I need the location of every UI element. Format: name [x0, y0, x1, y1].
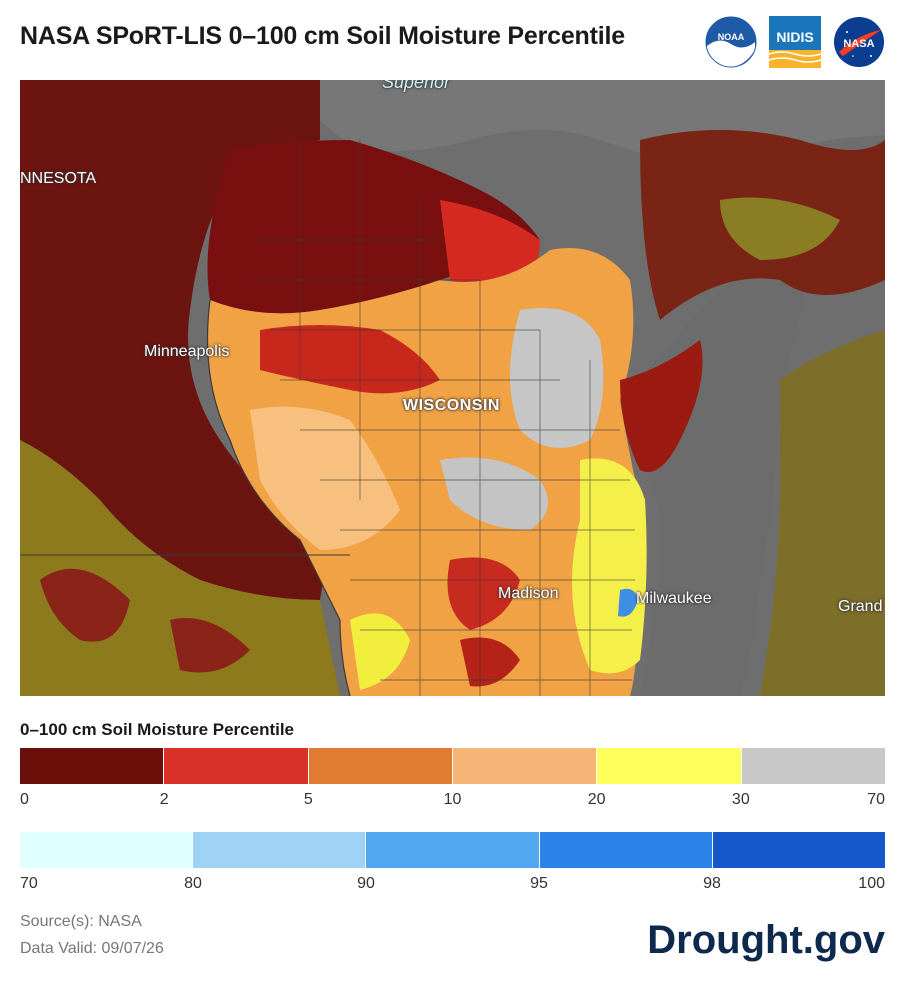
noaa-logo[interactable]: NOAA	[705, 16, 757, 68]
west-central-light-orange	[250, 406, 400, 550]
legend-tick-label: 0	[20, 791, 29, 808]
legend-title: 0–100 cm Soil Moisture Percentile	[20, 720, 295, 739]
nasa-logo-text: NASA	[843, 38, 874, 50]
map-label-wisconsin: WISCONSIN	[403, 397, 500, 414]
east-yellow-region	[572, 458, 647, 674]
map-canvas	[20, 80, 885, 696]
legend-tick-label: 90	[357, 875, 375, 892]
nidis-logo-text: NIDIS	[776, 29, 813, 45]
state-border	[206, 299, 351, 696]
map-label-madison: Madison	[498, 585, 559, 602]
legend-bar-wet	[20, 832, 886, 868]
legend-tick-label: 70	[867, 791, 885, 808]
legend-swatch	[164, 748, 309, 784]
legend-ticks-wet: 70 80 90 95 98 100	[20, 875, 885, 895]
soil-moisture-map[interactable]: Superior NNESOTA Minneapolis WISCONSIN M…	[20, 80, 885, 696]
legend-swatch	[539, 832, 713, 868]
legend-swatch	[308, 748, 453, 784]
central-gray-region	[510, 308, 604, 448]
legend-tick-label: 80	[184, 875, 202, 892]
page-title: NASA SPoRT-LIS 0–100 cm Soil Moisture Pe…	[20, 22, 625, 50]
madison-red-cluster	[447, 557, 520, 630]
nidis-logo[interactable]: NIDIS	[769, 16, 821, 68]
legend-swatch	[452, 748, 598, 784]
source-info: Source(s): NASA Data Valid: 09/07/26	[20, 908, 164, 962]
legend-tick-label: 10	[443, 791, 462, 808]
legend-tick-label: 95	[530, 875, 548, 892]
legend-swatch	[20, 748, 165, 784]
legend-tick-label: 70	[20, 875, 38, 892]
legend-swatch	[193, 832, 367, 868]
legend-swatch	[712, 832, 886, 868]
logo-group: NOAA NIDIS NASA	[705, 16, 885, 68]
data-valid-text: Data Valid: 09/07/26	[20, 940, 164, 957]
drought-gov-brand[interactable]: Drought.gov	[647, 918, 885, 962]
south-red-cluster	[460, 637, 520, 687]
map-label-minnesota: NNESOTA	[20, 170, 97, 187]
map-label-grand: Grand	[838, 598, 883, 615]
legend-swatch	[366, 832, 540, 868]
map-label-milwaukee: Milwaukee	[636, 590, 712, 607]
legend-bar-dry	[20, 748, 885, 784]
legend-tick-label: 2	[159, 791, 169, 808]
michigan-lower-region	[760, 330, 885, 696]
door-county-red	[620, 340, 703, 472]
legend-tick-label: 5	[303, 791, 313, 808]
legend-tick-label: 98	[703, 875, 721, 892]
legend-tick-label: 20	[587, 791, 606, 808]
legend-ticks-dry: 0 2 5 10 20 30 70	[20, 791, 885, 811]
legend-swatch	[741, 748, 885, 784]
southeast-gray-region	[440, 457, 548, 530]
legend-swatch	[597, 748, 742, 784]
legend-tick-label: 30	[731, 791, 750, 808]
michigan-olive-patch	[720, 197, 840, 260]
legend-swatch	[20, 832, 194, 868]
legend-tick-label: 100	[858, 875, 885, 892]
noaa-logo-text: NOAA	[718, 32, 745, 42]
source-text: Source(s): NASA	[20, 913, 142, 930]
map-label-superior: Superior	[382, 80, 451, 92]
central-red-band	[260, 325, 440, 394]
south-yellow-region	[350, 613, 410, 690]
county-grid	[250, 140, 635, 696]
southwest-red-patches	[40, 568, 250, 673]
minnesota-dry-region	[20, 80, 330, 600]
milwaukee-wet-spot	[618, 588, 638, 617]
nasa-logo[interactable]: NASA	[833, 16, 885, 68]
map-label-minneapolis: Minneapolis	[144, 343, 230, 360]
north-wisconsin-red	[440, 200, 540, 287]
